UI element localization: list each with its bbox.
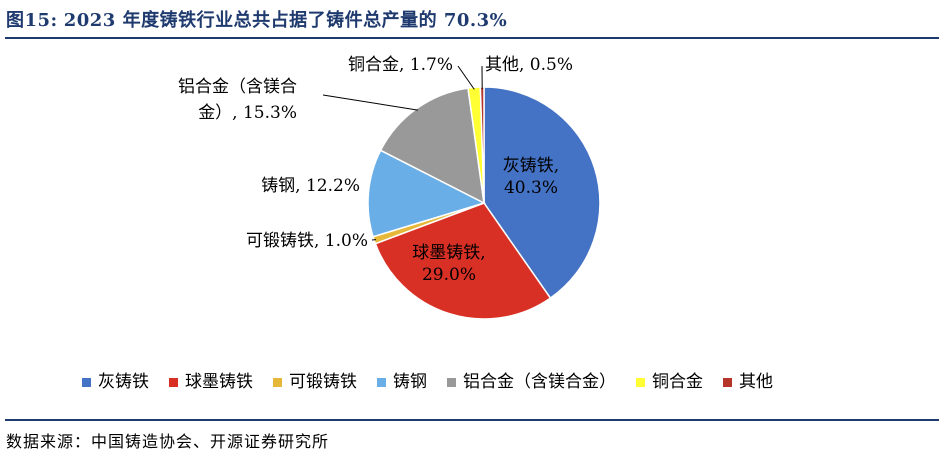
legend-label-5: 铝合金（含镁合金）	[463, 372, 616, 392]
data-label-6: 铜合金, 1.7%	[348, 55, 453, 75]
pie-slice-5	[379, 87, 485, 205]
figure-title-text: 2023 年度铸铁行业总共占据了铸件总产量的 70.3%	[63, 10, 508, 31]
leader-line-5	[322, 94, 418, 111]
source-note: 数据来源：中国铸造协会、开源证券研究所	[6, 432, 330, 451]
legend-swatch-4	[377, 378, 386, 387]
data-label-2-line2: 29.0%	[422, 265, 476, 285]
leader-line-6	[457, 65, 475, 90]
legend-swatch-1	[82, 378, 91, 387]
legend-swatch-2	[169, 378, 178, 387]
data-label-5-line1: 铝合金（含镁合	[178, 77, 297, 97]
legend-swatch-7	[723, 378, 732, 387]
data-labels: 灰铸铁,40.3% 球墨铸铁,29.0% 可锻铸铁, 1.0% 铸钢, 12.2% 铝合…	[178, 55, 573, 285]
data-label-1-line1: 灰铸铁,	[503, 156, 559, 176]
legend-swatch-3	[273, 378, 282, 387]
data-label-5-line2: 金）, 15.3%	[198, 103, 297, 123]
legend-label-6: 铜合金	[652, 372, 703, 392]
data-label-2-line1: 球墨铸铁,	[412, 243, 485, 263]
legend-label-7: 其他	[739, 372, 773, 392]
pie-slice-1	[483, 86, 601, 300]
pie-slice-4	[367, 149, 486, 238]
legend-swatch-6	[636, 378, 645, 387]
title-rule	[5, 37, 939, 39]
legend-swatch-5	[447, 378, 456, 387]
figure-title: 图15: 2023 年度铸铁行业总共占据了铸件总产量的 70.3%	[6, 6, 507, 32]
pie-slice-2	[374, 202, 552, 320]
source-rule	[5, 419, 939, 421]
leader-lines	[322, 65, 483, 241]
figure-number: 图15:	[6, 10, 58, 31]
data-label-7: 其他, 0.5%	[485, 55, 573, 75]
pie-slices	[367, 86, 601, 320]
legend-label-4: 铸钢	[393, 372, 427, 392]
data-label-1-line2: 40.3%	[504, 178, 558, 198]
data-label-3: 可锻铸铁, 1.0%	[246, 231, 368, 251]
legend: 灰铸铁 球墨铸铁 可锻铸铁 铸钢 铝合金（含镁合金） 铜合金 其他	[82, 372, 773, 392]
legend-label-1: 灰铸铁	[98, 372, 149, 392]
data-label-4: 铸钢, 12.2%	[261, 176, 360, 196]
legend-label-3: 可锻铸铁	[289, 372, 357, 392]
legend-label-2: 球墨铸铁	[185, 372, 253, 392]
